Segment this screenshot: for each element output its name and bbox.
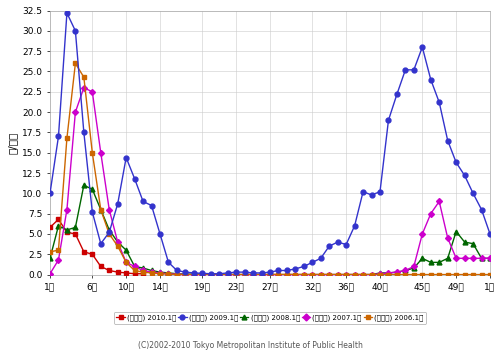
(東京都) 2009.1～ xyxy=(174,268,180,272)
(東京都) 2009.1～ xyxy=(64,11,70,15)
(東京都) 2006.1～ xyxy=(174,272,180,277)
(東京都) 2008.1～ xyxy=(487,256,493,260)
(東京都) 2006.1～ xyxy=(343,272,349,277)
(東京都) 2008.1～ xyxy=(343,272,349,277)
(東京都) 2008.1～ xyxy=(174,272,180,276)
Legend: (東京都) 2010.1～, (東京都) 2009.1～, (東京都) 2008.1～, (東京都) 2007.1～, (東京都) 2006.1～: (東京都) 2010.1～, (東京都) 2009.1～, (東京都) 2008… xyxy=(114,312,426,324)
(東京都) 2008.1～ xyxy=(402,268,408,272)
(東京都) 2009.1～ xyxy=(487,232,493,236)
(東京都) 2007.1～ xyxy=(182,272,188,277)
(東京都) 2007.1～ xyxy=(343,272,349,277)
(東京都) 2007.1～ xyxy=(402,268,408,272)
(東京都) 2010.1～ xyxy=(132,272,138,276)
(東京都) 2010.1～ xyxy=(106,268,112,272)
(東京都) 2010.1～ xyxy=(90,252,96,256)
(東京都) 2009.1～ xyxy=(402,68,408,72)
(東京都) 2009.1～ xyxy=(208,272,214,276)
(東京都) 2008.1～ xyxy=(318,272,324,277)
(東京都) 2007.1～ xyxy=(352,272,358,277)
(東京都) 2008.1～ xyxy=(352,272,358,277)
(東京都) 2006.1～ xyxy=(352,272,358,277)
(東京都) 2009.1～ xyxy=(352,224,358,228)
(東京都) 2010.1～ xyxy=(56,217,62,221)
Line: (東京都) 2009.1～: (東京都) 2009.1～ xyxy=(48,11,492,276)
(東京都) 2008.1～ xyxy=(326,272,332,277)
(東京都) 2006.1～ xyxy=(47,250,53,254)
(東京都) 2010.1～ xyxy=(47,225,53,230)
(東京都) 2006.1～ xyxy=(326,272,332,277)
(東京都) 2006.1～ xyxy=(487,272,493,277)
(東京都) 2006.1～ xyxy=(182,272,188,277)
(東京都) 2010.1～ xyxy=(123,271,129,275)
(東京都) 2009.1～ xyxy=(343,243,349,247)
Line: (東京都) 2006.1～: (東京都) 2006.1～ xyxy=(48,61,492,277)
Line: (東京都) 2010.1～: (東京都) 2010.1～ xyxy=(48,217,146,276)
(東京都) 2010.1～ xyxy=(72,232,78,236)
(東京都) 2010.1～ xyxy=(140,272,146,276)
(東京都) 2007.1～ xyxy=(318,272,324,277)
(東京都) 2007.1～ xyxy=(326,272,332,277)
(東京都) 2006.1～ xyxy=(318,272,324,277)
(東京都) 2010.1～ xyxy=(98,264,104,269)
Line: (東京都) 2007.1～: (東京都) 2007.1～ xyxy=(48,86,492,277)
(東京都) 2009.1～ xyxy=(326,244,332,248)
(東京都) 2010.1～ xyxy=(64,230,70,234)
(東京都) 2008.1～ xyxy=(81,183,87,187)
(東京都) 2009.1～ xyxy=(318,256,324,260)
(東京都) 2010.1～ xyxy=(81,250,87,254)
(東京都) 2006.1～ xyxy=(72,61,78,65)
(東京都) 2007.1～ xyxy=(47,272,53,276)
(東京都) 2008.1～ xyxy=(47,256,53,260)
(東京都) 2007.1～ xyxy=(174,272,180,276)
Y-axis label: 人/定点: 人/定点 xyxy=(8,131,18,154)
Text: (C)2002-2010 Tokyo Metropolitan Institute of Public Health: (C)2002-2010 Tokyo Metropolitan Institut… xyxy=(138,341,362,350)
(東京都) 2007.1～ xyxy=(487,256,493,260)
(東京都) 2010.1～ xyxy=(114,270,120,274)
(東京都) 2006.1～ xyxy=(402,272,408,277)
(東京都) 2007.1～ xyxy=(81,86,87,90)
(東京都) 2008.1～ xyxy=(208,272,214,277)
Line: (東京都) 2008.1～: (東京都) 2008.1～ xyxy=(48,183,492,277)
(東京都) 2009.1～ xyxy=(47,191,53,195)
